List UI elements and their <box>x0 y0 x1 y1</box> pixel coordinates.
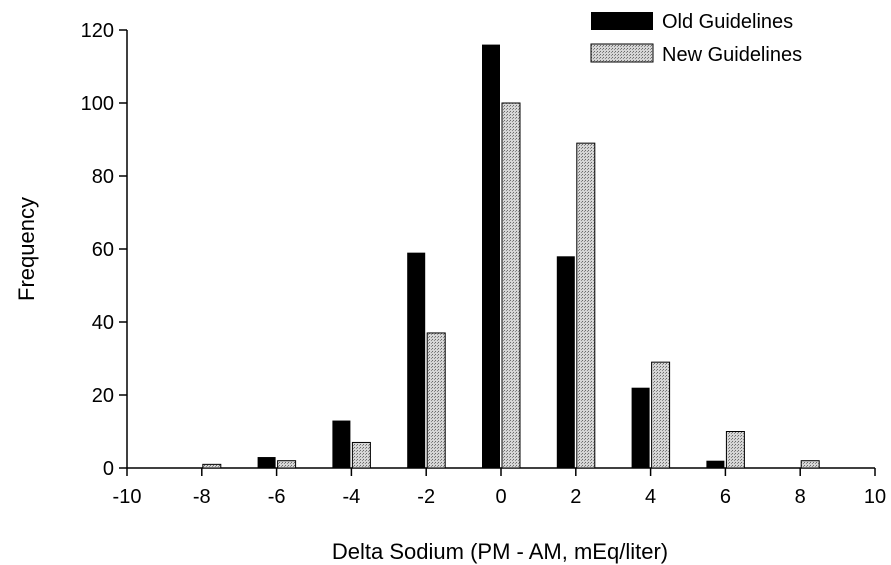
x-tick-label: 8 <box>795 486 806 508</box>
y-tick-label: 60 <box>92 239 114 261</box>
x-tick-label: -10 <box>113 486 142 508</box>
x-tick-label: 2 <box>570 486 581 508</box>
legend-swatch-new <box>590 43 654 63</box>
y-tick-label: 40 <box>92 312 114 334</box>
bar-new-guidelines <box>651 361 671 469</box>
bar-old-guidelines <box>556 256 575 468</box>
bar-new-guidelines <box>426 332 446 469</box>
y-tick-label: 0 <box>103 458 114 480</box>
x-tick-label: -8 <box>193 486 211 508</box>
bar-new-guidelines <box>351 441 371 469</box>
x-tick-label: 0 <box>495 486 506 508</box>
legend-swatch-old <box>591 12 653 30</box>
bar-new-guidelines <box>576 142 596 469</box>
x-tick-label: 4 <box>645 486 656 508</box>
bar-old-guidelines <box>332 420 351 468</box>
legend-label-new: New Guidelines <box>662 44 802 66</box>
x-tick-label: -6 <box>268 486 286 508</box>
x-axis-title: Delta Sodium (PM - AM, mEq/liter) <box>332 539 668 564</box>
y-tick-label: 80 <box>92 166 114 188</box>
bar-new-guidelines <box>725 431 745 469</box>
plot-area: 0 20 40 60 80 100 120 -10 -8 -6 -4 -2 0 2 4 6 8 10 <box>81 20 887 508</box>
bar-new-guidelines <box>202 463 222 469</box>
bar-old-guidelines <box>257 457 276 468</box>
legend-label-old: Old Guidelines <box>662 11 793 33</box>
y-axis-title: Frequency <box>14 197 39 301</box>
y-tick-label: 100 <box>81 93 114 115</box>
x-tick-label: -4 <box>343 486 361 508</box>
y-tick-label: 20 <box>92 385 114 407</box>
bar-new-guidelines <box>277 460 297 469</box>
bar-new-guidelines <box>501 102 521 469</box>
bar-old-guidelines <box>631 387 650 468</box>
bar-old-guidelines <box>482 44 500 468</box>
bar-new-guidelines <box>800 460 820 469</box>
x-tick-label: 10 <box>864 486 886 508</box>
x-tick-label: 6 <box>720 486 731 508</box>
bar-old-guidelines <box>407 252 426 468</box>
legend: Old Guidelines New Guidelines <box>590 11 802 66</box>
y-tick-label: 120 <box>81 20 114 42</box>
x-tick-label: -2 <box>417 486 435 508</box>
bar-old-guidelines <box>706 460 725 468</box>
